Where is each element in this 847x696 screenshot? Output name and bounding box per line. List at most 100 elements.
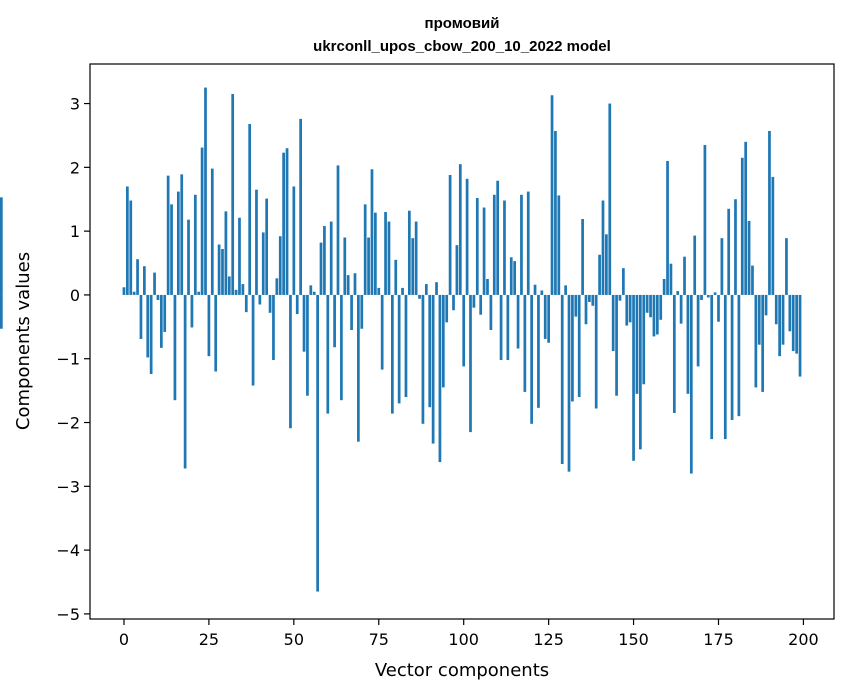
bar xyxy=(302,294,306,352)
bar xyxy=(340,294,343,401)
bar xyxy=(696,294,700,367)
bar xyxy=(513,261,517,295)
x-tick-label: 200 xyxy=(788,630,819,649)
bar xyxy=(669,263,673,295)
bar xyxy=(241,284,245,295)
bar xyxy=(710,294,714,440)
bar xyxy=(557,195,561,295)
bar xyxy=(0,294,3,329)
bar xyxy=(336,165,340,295)
bar xyxy=(357,294,360,442)
bar xyxy=(713,292,717,295)
bar xyxy=(523,294,527,392)
bar xyxy=(516,294,520,349)
bar xyxy=(482,207,486,295)
bar xyxy=(543,294,547,339)
bar xyxy=(238,217,241,295)
bar xyxy=(499,294,503,360)
bar xyxy=(268,294,272,313)
bar xyxy=(224,211,228,295)
bar xyxy=(146,294,150,358)
bar xyxy=(306,294,309,396)
x-tick-label: 150 xyxy=(618,630,649,649)
bar xyxy=(190,294,194,328)
bar xyxy=(143,266,146,295)
bar xyxy=(193,194,197,295)
bar xyxy=(526,191,530,295)
bar xyxy=(258,294,262,305)
bar xyxy=(285,148,289,295)
bar xyxy=(414,221,418,295)
bar xyxy=(421,294,425,424)
x-tick-label: 125 xyxy=(533,630,564,649)
bar xyxy=(214,294,218,372)
bar xyxy=(438,294,442,463)
bar xyxy=(768,130,771,295)
x-axis-label: Vector components xyxy=(375,660,549,681)
bar xyxy=(679,294,683,324)
bar xyxy=(176,191,180,295)
bar xyxy=(424,284,428,295)
bar xyxy=(693,235,697,295)
bar xyxy=(574,294,578,317)
bar xyxy=(204,87,207,295)
bar xyxy=(645,294,649,313)
bar xyxy=(469,294,472,433)
bar xyxy=(445,294,449,323)
bar xyxy=(509,257,513,295)
bar xyxy=(387,221,391,295)
bar xyxy=(771,176,775,295)
x-tick-label: 25 xyxy=(199,630,219,649)
bar xyxy=(350,294,353,331)
bar xyxy=(326,294,330,414)
bar xyxy=(156,294,160,301)
bar xyxy=(740,157,744,295)
bar xyxy=(520,194,523,295)
bar xyxy=(571,294,574,402)
bar xyxy=(122,287,126,295)
bar xyxy=(798,294,802,377)
bar xyxy=(655,294,659,335)
chart-title-line2: ukrconll_upos_cbow_200_10_2022 model xyxy=(313,38,611,55)
bar xyxy=(635,294,639,394)
bar xyxy=(649,294,652,318)
bar xyxy=(455,245,459,295)
bar xyxy=(244,294,248,313)
x-tick-label: 0 xyxy=(119,630,129,649)
bar xyxy=(625,294,629,326)
bar xyxy=(666,160,669,295)
bar xyxy=(374,212,377,295)
bar xyxy=(404,294,408,397)
bar xyxy=(180,174,184,295)
y-tick-label: 3 xyxy=(70,95,80,114)
bar xyxy=(377,287,381,295)
bar xyxy=(391,294,394,414)
bar xyxy=(431,294,435,444)
bar xyxy=(662,278,666,295)
bar xyxy=(472,294,476,308)
bar xyxy=(407,210,411,295)
bar xyxy=(540,290,544,295)
x-tick-label: 175 xyxy=(703,630,734,649)
bar xyxy=(136,259,139,295)
bar xyxy=(754,294,758,388)
bar xyxy=(686,294,690,394)
bar xyxy=(659,294,663,320)
bar xyxy=(632,294,635,461)
bar xyxy=(591,294,595,306)
bar xyxy=(329,221,333,295)
bar xyxy=(418,294,421,299)
y-tick-label: 1 xyxy=(70,222,80,241)
bar xyxy=(703,145,707,295)
bar xyxy=(608,103,612,295)
bar xyxy=(618,294,622,301)
bar xyxy=(462,294,466,367)
bar xyxy=(401,287,404,295)
bar xyxy=(448,175,452,295)
x-tick-label: 75 xyxy=(369,630,389,649)
bar xyxy=(323,226,326,295)
bar xyxy=(319,242,323,295)
bar xyxy=(207,294,211,357)
bar xyxy=(126,186,129,295)
